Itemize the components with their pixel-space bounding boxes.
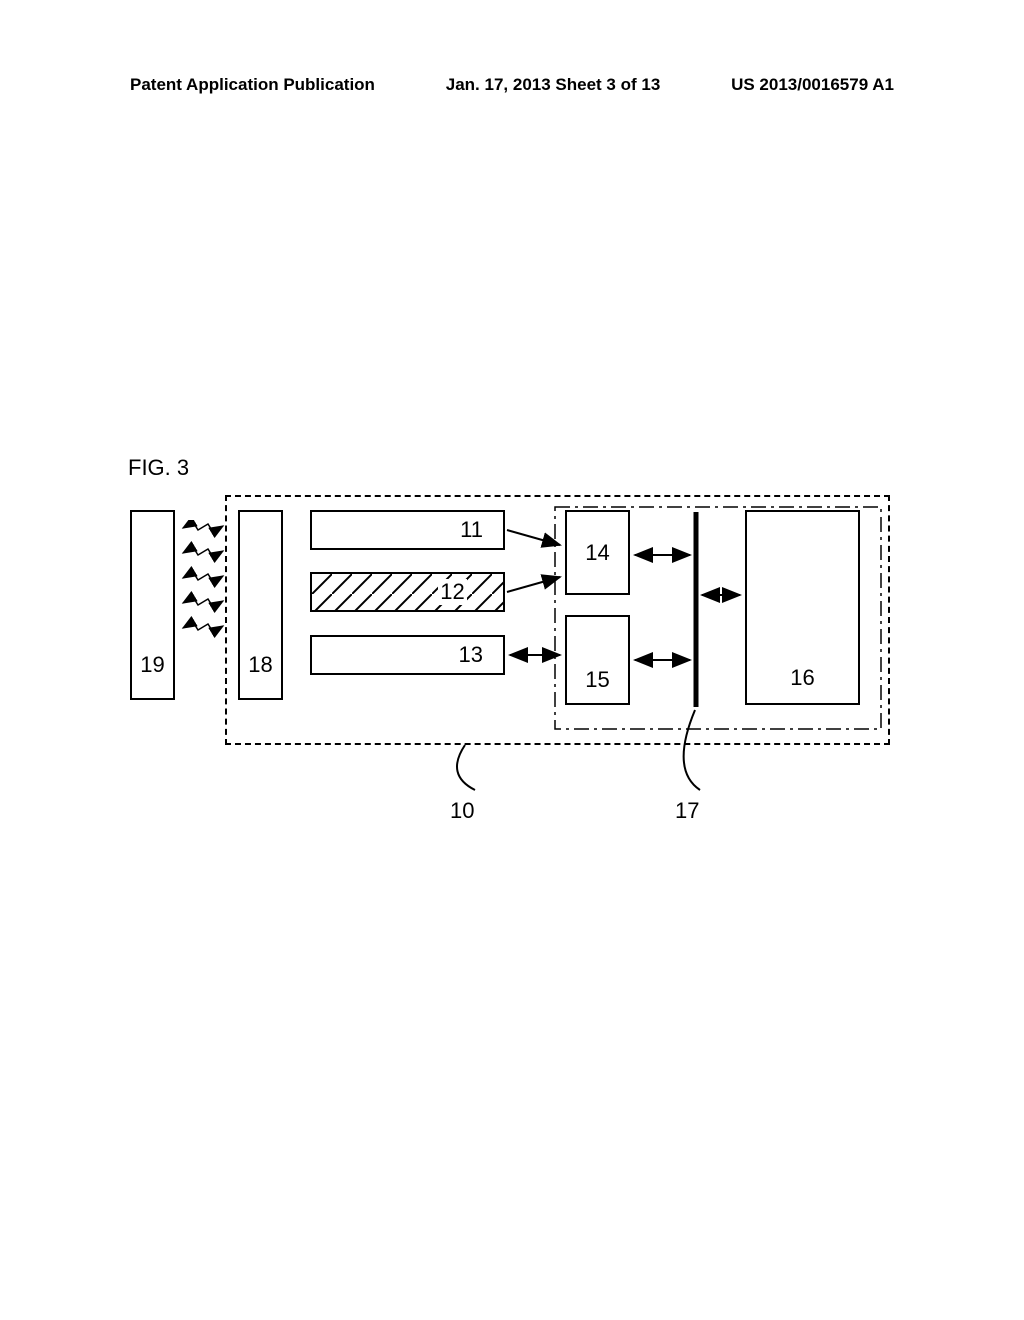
- box-15-label: 15: [585, 667, 609, 693]
- wave-arrows: [178, 520, 233, 650]
- label-17: 17: [675, 798, 699, 824]
- box-18: 18: [238, 510, 283, 700]
- figure-label: FIG. 3: [128, 455, 189, 481]
- box-13-label: 13: [459, 642, 483, 668]
- box-16: 16: [745, 510, 860, 705]
- label-10: 10: [450, 798, 474, 824]
- box-15: 15: [565, 615, 630, 705]
- box-19-label: 19: [140, 652, 164, 678]
- box-12-label: 12: [438, 579, 466, 605]
- header-left: Patent Application Publication: [130, 75, 375, 95]
- box-18-label: 18: [248, 652, 272, 678]
- box-12: 12: [310, 572, 505, 612]
- box-11-label: 11: [460, 517, 483, 543]
- box-14-label: 14: [585, 540, 609, 566]
- box-11: 11: [310, 510, 505, 550]
- header-right: US 2013/0016579 A1: [731, 75, 894, 95]
- box-13: 13: [310, 635, 505, 675]
- box-14: 14: [565, 510, 630, 595]
- box-16-label: 16: [790, 665, 814, 691]
- bus-line: [693, 512, 701, 707]
- box-19: 19: [130, 510, 175, 700]
- header-center: Jan. 17, 2013 Sheet 3 of 13: [446, 75, 661, 95]
- box-12-hatching: [312, 574, 503, 610]
